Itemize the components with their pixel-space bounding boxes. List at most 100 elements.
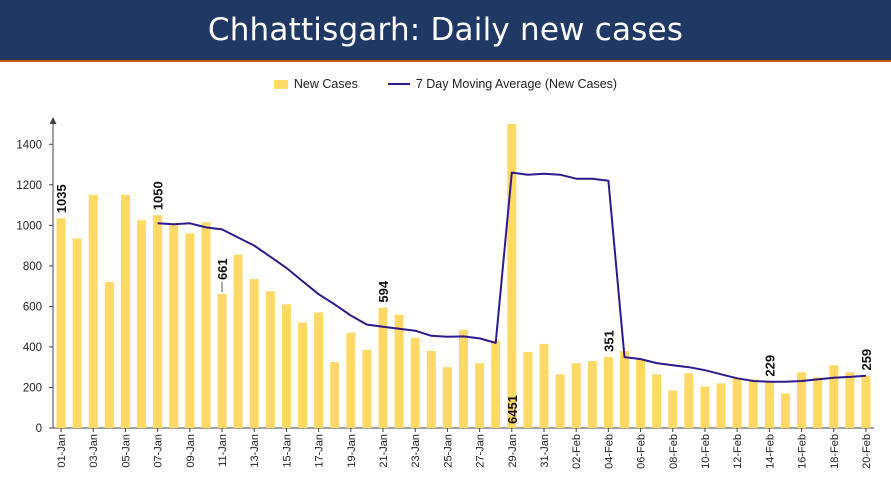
y-tick-label: 400 xyxy=(23,342,42,354)
x-tick-label: 11-Jan xyxy=(217,434,229,467)
x-tick-label: 29-Jan xyxy=(507,434,519,468)
data-label-21-Jan: 594 xyxy=(376,280,391,302)
bar-14-Feb xyxy=(764,381,774,428)
bar-05-Feb xyxy=(619,350,629,428)
x-tick-label: 20-Feb xyxy=(861,434,873,469)
bar-17-Feb xyxy=(813,377,823,428)
x-tick-label: 10-Feb xyxy=(700,434,712,469)
bar-12-Feb xyxy=(732,378,742,428)
bar-02-Jan xyxy=(72,238,82,428)
x-tick-label: 23-Jan xyxy=(410,434,422,468)
bar-10-Jan xyxy=(201,222,211,428)
x-tick-label: 05-Jan xyxy=(120,434,132,468)
legend-item-new-cases: New Cases xyxy=(273,77,358,91)
x-tick-label: 13-Jan xyxy=(249,434,261,468)
x-tick-label: 17-Jan xyxy=(314,434,326,468)
data-label-04-Feb: 351 xyxy=(601,330,616,352)
bar-05-Jan xyxy=(120,194,130,428)
bar-10-Feb xyxy=(700,386,710,428)
y-tick-label: 600 xyxy=(23,301,42,313)
data-label-29-Jan: 6451 xyxy=(505,395,520,424)
bar-15-Jan xyxy=(281,304,291,428)
bar-17-Jan xyxy=(314,312,324,428)
bar-09-Feb xyxy=(684,373,694,428)
chart-title: Chhattisgarh: Daily new cases xyxy=(207,12,684,48)
y-tick-label: 0 xyxy=(36,423,42,435)
legend-item-moving-average: 7 Day Moving Average (New Cases) xyxy=(387,77,618,91)
x-tick-label: 09-Jan xyxy=(185,434,197,468)
data-label-11-Jan: 661 xyxy=(215,258,230,280)
bar-31-Jan xyxy=(539,343,549,428)
legend-swatch-line xyxy=(387,83,410,85)
bar-14-Jan xyxy=(265,291,275,428)
data-label-14-Feb: 229 xyxy=(762,355,777,377)
x-tick-label: 27-Jan xyxy=(475,434,487,468)
bar-03-Jan xyxy=(88,194,98,428)
moving-average-line xyxy=(157,171,867,383)
bar-20-Jan xyxy=(362,349,372,428)
x-tick-label: 16-Feb xyxy=(797,434,809,469)
legend-label-moving-average: 7 Day Moving Average (New Cases) xyxy=(415,77,618,91)
bar-23-Jan xyxy=(410,337,420,428)
x-tick-label: 04-Feb xyxy=(603,434,615,469)
bar-15-Feb xyxy=(780,393,790,428)
bar-02-Feb xyxy=(571,363,581,428)
bar-01-Jan xyxy=(56,218,66,428)
data-label-01-Jan: 1035 xyxy=(54,184,69,213)
legend-swatch-bar xyxy=(273,79,288,89)
moving-average-layer xyxy=(157,171,867,383)
bar-28-Jan xyxy=(491,340,501,428)
bar-19-Feb xyxy=(845,372,855,428)
x-tick-label: 07-Jan xyxy=(153,434,165,468)
bar-16-Feb xyxy=(797,372,807,428)
bar-13-Feb xyxy=(748,379,758,428)
x-tick-label: 31-Jan xyxy=(539,434,551,468)
y-tick-label: 1000 xyxy=(16,220,42,232)
bar-18-Feb xyxy=(829,365,839,428)
y-axis-arrow xyxy=(49,117,57,124)
bar-09-Jan xyxy=(185,233,195,428)
x-tick-label: 18-Feb xyxy=(829,434,841,469)
bar-13-Jan xyxy=(249,279,259,428)
bars-layer xyxy=(56,124,871,428)
bar-04-Feb xyxy=(603,356,613,428)
bar-11-Feb xyxy=(716,383,726,428)
bar-22-Jan xyxy=(394,314,404,428)
bar-12-Jan xyxy=(233,254,243,428)
data-label-20-Feb: 259 xyxy=(859,349,874,371)
bar-25-Jan xyxy=(442,367,452,428)
data-label-07-Jan: 1050 xyxy=(151,181,166,210)
bar-18-Jan xyxy=(330,362,340,428)
bar-06-Feb xyxy=(636,359,646,428)
bar-29-Jan xyxy=(507,124,517,428)
bar-07-Jan xyxy=(153,215,163,428)
bar-21-Jan xyxy=(378,307,388,428)
x-tick-label: 15-Jan xyxy=(281,434,293,468)
x-tick-label: 14-Feb xyxy=(764,434,776,469)
bar-08-Feb xyxy=(668,390,678,428)
bar-26-Jan xyxy=(458,329,469,428)
bar-24-Jan xyxy=(426,350,436,428)
x-tick-label: 02-Feb xyxy=(571,434,583,469)
x-tick-label: 25-Jan xyxy=(442,434,454,468)
bar-08-Jan xyxy=(169,225,179,428)
bar-03-Feb xyxy=(587,361,597,428)
bar-01-Feb xyxy=(555,374,565,428)
y-tick-label: 200 xyxy=(23,382,42,394)
x-tick-label: 03-Jan xyxy=(88,434,100,468)
bar-06-Jan xyxy=(137,220,147,428)
legend-label-new-cases: New Cases xyxy=(293,77,358,91)
accent-rule xyxy=(0,60,891,62)
labels-layer: 1035 1050 661 594 6451 351 229 259 xyxy=(54,181,874,424)
bar-19-Jan xyxy=(346,332,356,428)
bar-11-Jan xyxy=(217,294,227,428)
y-tick-label: 800 xyxy=(23,261,42,273)
bar-16-Jan xyxy=(298,322,308,428)
x-tick-label: 21-Jan xyxy=(378,434,390,468)
bar-07-Feb xyxy=(652,374,662,428)
x-tick-label: 08-Feb xyxy=(668,434,680,469)
bar-20-Feb xyxy=(861,375,871,428)
y-tick-label: 1400 xyxy=(16,139,42,151)
chart-legend: New Cases 7 Day Moving Average (New Case… xyxy=(0,77,891,91)
